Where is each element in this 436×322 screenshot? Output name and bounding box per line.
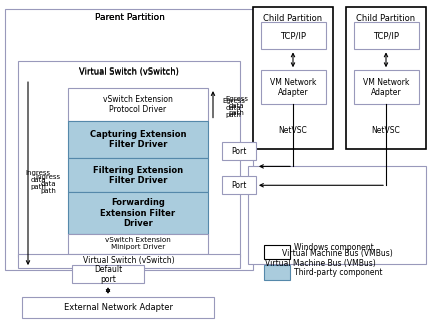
Text: Third-party component: Third-party component <box>294 268 382 277</box>
Bar <box>248 166 426 263</box>
Bar <box>18 61 240 257</box>
Bar <box>253 7 333 149</box>
Bar <box>261 70 326 104</box>
Text: vSwitch Extension
Miniport Driver: vSwitch Extension Miniport Driver <box>105 237 171 250</box>
Text: Parent Partition: Parent Partition <box>95 14 165 23</box>
Bar <box>222 142 256 160</box>
Text: Virtual Switch (vSwitch): Virtual Switch (vSwitch) <box>79 67 179 76</box>
Text: Virtual Machine Bus (VMBus): Virtual Machine Bus (VMBus) <box>282 249 392 258</box>
Bar <box>68 193 208 234</box>
Bar <box>68 158 208 193</box>
Text: Port: Port <box>232 147 247 156</box>
Bar <box>346 7 426 149</box>
Text: Ingress
data
path: Ingress data path <box>25 170 51 190</box>
Text: NetVSC: NetVSC <box>279 126 307 135</box>
Text: TCP/IP: TCP/IP <box>374 32 399 41</box>
Bar <box>354 70 419 104</box>
Text: Virtual Switch (vSwitch): Virtual Switch (vSwitch) <box>79 68 179 77</box>
Text: Capturing Extension
Filter Driver: Capturing Extension Filter Driver <box>90 130 186 149</box>
Bar <box>68 234 208 254</box>
Text: Ingress
data
path: Ingress data path <box>35 175 61 194</box>
Bar <box>18 254 240 268</box>
Bar <box>264 245 290 259</box>
Bar <box>72 265 144 283</box>
Text: VM Network
Adapter: VM Network Adapter <box>270 78 317 97</box>
Text: Egress
data
path: Egress data path <box>222 98 245 118</box>
Text: NetVSC: NetVSC <box>371 126 400 135</box>
Text: vSwitch Extension
Protocol Driver: vSwitch Extension Protocol Driver <box>103 95 173 114</box>
Bar <box>354 23 419 50</box>
Text: Forwarding
Extension Filter
Driver: Forwarding Extension Filter Driver <box>100 198 176 228</box>
Text: External Network Adapter: External Network Adapter <box>64 303 173 312</box>
Text: Filtering Extension
Filter Driver: Filtering Extension Filter Driver <box>93 166 183 185</box>
Text: VM Network
Adapter: VM Network Adapter <box>363 78 410 97</box>
Bar <box>264 265 290 280</box>
Bar <box>68 120 208 158</box>
Text: Child Partition: Child Partition <box>263 14 323 24</box>
Text: Port: Port <box>232 181 247 190</box>
Text: Virtual Switch (vSwitch): Virtual Switch (vSwitch) <box>83 256 175 265</box>
Text: Windows component: Windows component <box>294 243 374 252</box>
Text: Default
port: Default port <box>94 265 122 284</box>
Bar <box>5 9 253 270</box>
Bar <box>261 23 326 50</box>
Bar <box>68 88 208 120</box>
Text: Child Partition: Child Partition <box>357 14 416 24</box>
Text: Parent Partition: Parent Partition <box>95 14 165 23</box>
Text: Virtual Machine Bus (VMBus): Virtual Machine Bus (VMBus) <box>265 259 375 268</box>
Text: TCP/IP: TCP/IP <box>280 32 307 41</box>
Bar <box>222 176 256 194</box>
Text: Egress
data
path: Egress data path <box>225 96 248 116</box>
Bar <box>22 297 214 318</box>
